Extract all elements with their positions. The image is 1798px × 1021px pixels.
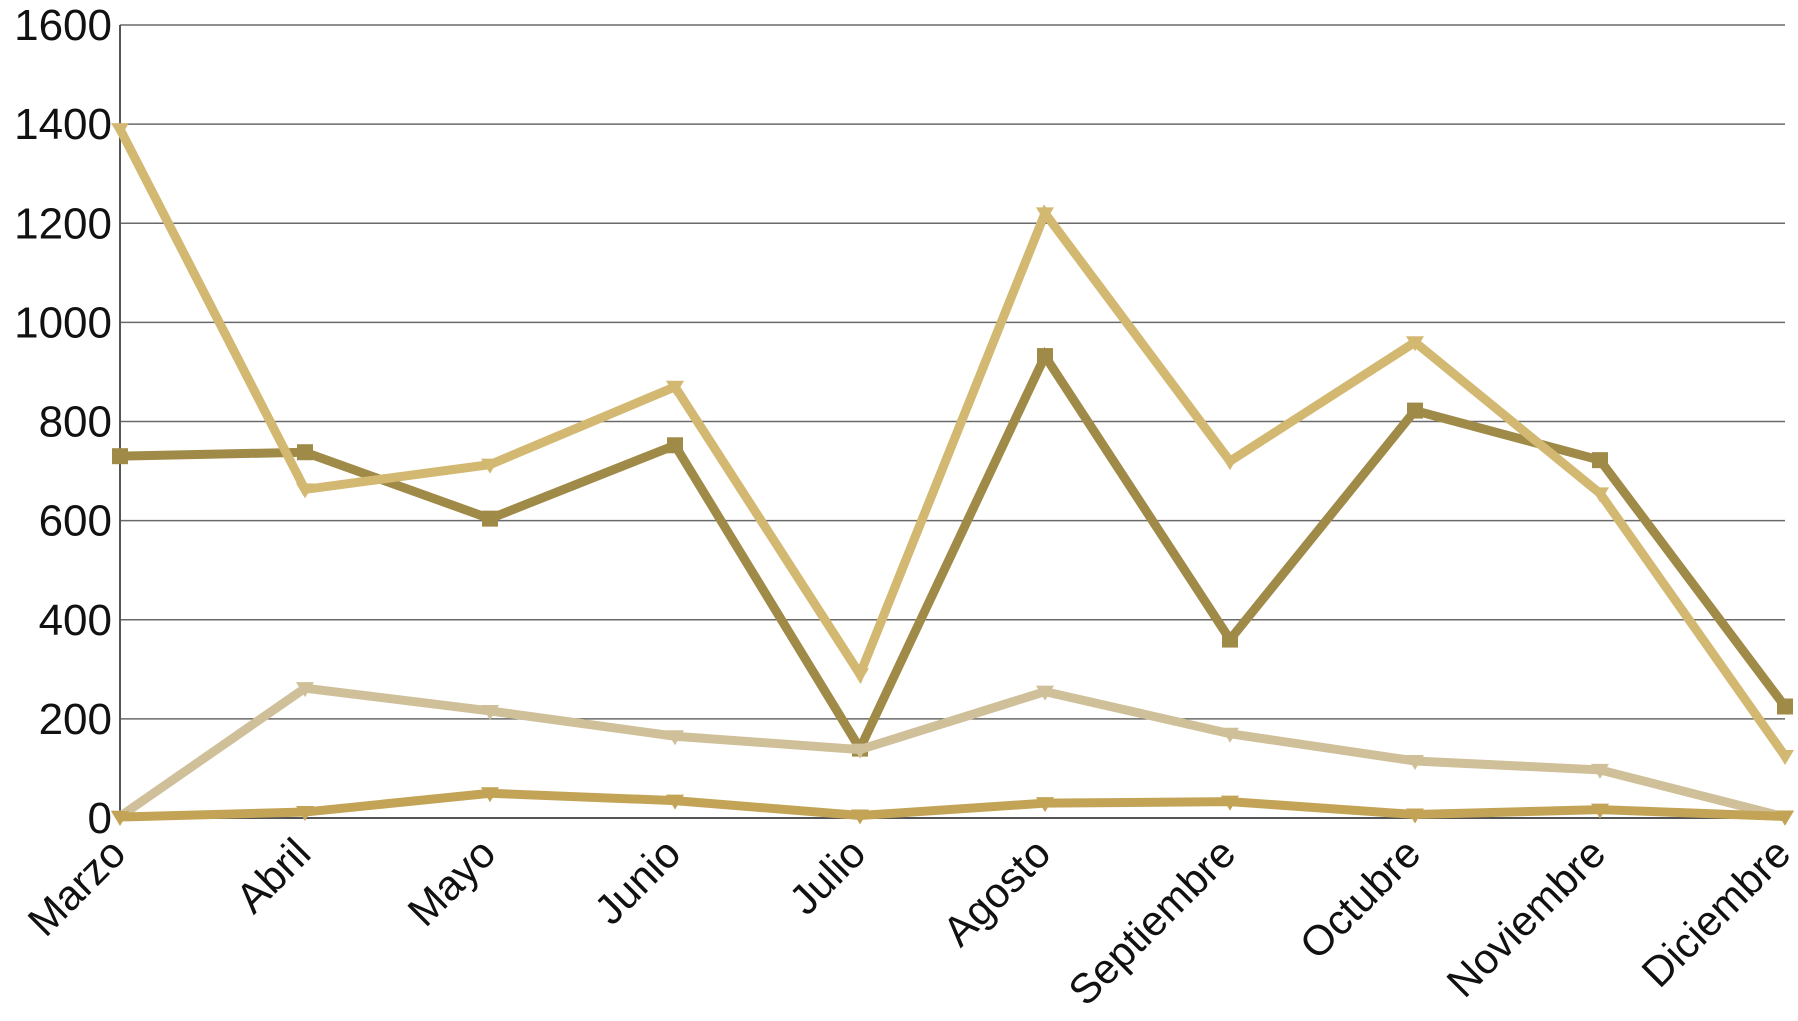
data-point <box>1221 795 1239 811</box>
data-point <box>296 806 314 822</box>
data-point <box>296 483 314 499</box>
data-point <box>296 682 314 698</box>
data-point <box>851 668 869 684</box>
y-tick-label: 1000 <box>14 298 112 347</box>
gridlines <box>119 24 1785 819</box>
y-tick-label: 0 <box>88 794 112 843</box>
data-point <box>666 380 684 396</box>
y-tick-label: 200 <box>39 695 112 744</box>
x-tick-label: Agosto <box>934 829 1060 955</box>
data-point <box>1036 685 1054 701</box>
y-tick-label: 1200 <box>14 199 112 248</box>
data-point <box>482 510 498 527</box>
data-point <box>1777 698 1793 715</box>
data-point <box>1407 402 1423 419</box>
series-lines <box>111 123 1794 827</box>
series-2 <box>111 123 1794 766</box>
y-axis-ticks: 0 200 400 600 800 1000 1200 1400 1600 <box>14 1 112 843</box>
data-point <box>112 448 128 465</box>
data-point <box>111 811 129 827</box>
data-point <box>1221 727 1239 743</box>
data-point <box>1221 455 1239 471</box>
y-tick-label: 600 <box>39 497 112 546</box>
x-tick-label: Diciembre <box>1632 829 1798 996</box>
x-tick-label: Marzo <box>19 829 135 945</box>
data-point <box>1037 348 1053 365</box>
data-point <box>667 437 683 454</box>
data-point <box>1406 336 1424 352</box>
x-tick-label: Octubre <box>1290 829 1429 968</box>
data-point <box>666 794 684 810</box>
data-point <box>481 458 499 474</box>
x-tick-label: Abril <box>227 829 320 922</box>
data-point <box>1591 803 1609 819</box>
data-point <box>297 444 313 461</box>
series-line <box>117 683 1787 822</box>
data-point <box>1591 763 1609 779</box>
x-tick-label: Noviembre <box>1438 829 1615 1006</box>
data-point <box>481 704 499 720</box>
data-point <box>851 809 869 825</box>
x-tick-label: Julio <box>780 829 874 923</box>
x-tick-label: Mayo <box>399 829 505 935</box>
data-point <box>1036 797 1054 813</box>
series-4 <box>111 787 1794 827</box>
y-tick-label: 1400 <box>14 100 112 149</box>
data-point <box>481 787 499 803</box>
data-point <box>1406 808 1424 824</box>
y-tick-label: 400 <box>39 596 112 645</box>
data-point <box>1591 487 1609 503</box>
data-point <box>1776 810 1794 826</box>
x-axis-ticks: Marzo Abril Mayo Junio Julio Agosto Septiembre… <box>19 829 1798 1014</box>
series-line <box>119 346 1789 759</box>
y-tick-label: 800 <box>39 398 112 447</box>
data-point <box>1406 755 1424 771</box>
y-tick-label: 1600 <box>14 1 112 50</box>
data-point <box>1592 452 1608 469</box>
data-point <box>1222 631 1238 648</box>
data-point <box>851 743 869 759</box>
data-point <box>1776 750 1794 766</box>
x-tick-label: Junio <box>585 829 689 933</box>
series-line <box>115 127 1789 759</box>
data-point <box>111 123 129 139</box>
x-tick-label: Septiembre <box>1059 829 1244 1014</box>
data-point <box>666 730 684 746</box>
data-point <box>1036 207 1054 223</box>
series-line <box>119 788 1786 822</box>
